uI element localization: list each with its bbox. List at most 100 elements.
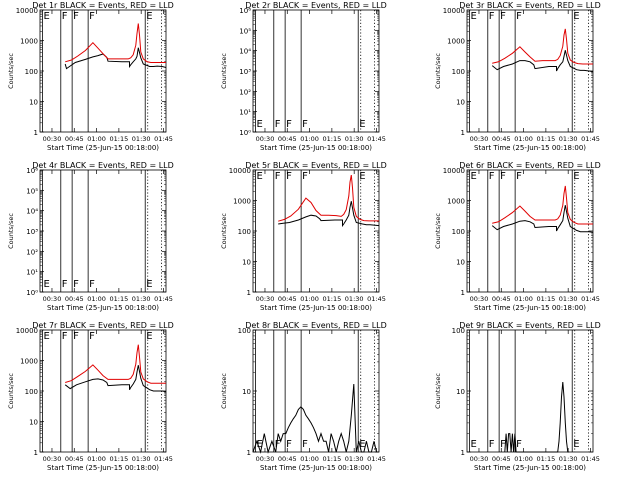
x-tick-label: 00:45 [278,455,297,463]
y-tick-label: 100 [238,228,251,236]
x-tick-label: 01:30 [345,295,364,303]
x-tick-label: 01:30 [132,295,151,303]
series-line-lld [278,175,379,222]
x-tick-label: 01:00 [514,135,533,143]
x-tick-label: 00:30 [256,135,275,143]
chart-title: Det 8r BLACK = Events, RED = LLD [245,321,387,330]
flag-label: E [471,439,477,450]
series-line-events [64,365,167,393]
flag-label: E [471,11,477,22]
x-tick-label: 01:15 [323,135,342,143]
y-tick-label: 10⁴ [26,208,38,216]
y-tick-label: 1 [34,449,38,457]
series-line-events [252,383,379,454]
x-tick-label: 01:45 [581,295,600,303]
y-tick-label: 100 [25,388,38,396]
x-tick-label: 01:30 [132,135,151,143]
y-tick-label: 1 [461,449,465,457]
flag-label: E [573,11,579,22]
x-tick-label: 01:30 [132,455,151,463]
x-axis-label: Start Time (25-Jun-15 00:18:00) [260,144,372,152]
chart-panel-1: Det 1r BLACK = Events, RED = LLD 1 10 100 10… [7,1,174,152]
x-tick-label: 00:45 [492,455,511,463]
flag-label: E [146,11,152,22]
y-tick-label: 10² [239,88,251,96]
y-tick-label: 1000 [447,198,465,206]
x-tick-label: 01:00 [87,455,106,463]
y-axis-label: Counts/sec [220,213,228,249]
flag-label: F [286,171,292,182]
y-tick-label: 10⁰ [26,289,38,297]
flag-label: E [359,119,365,130]
x-axis-label: Start Time (25-Jun-15 00:18:00) [474,464,586,472]
y-tick-label: 1 [247,289,251,297]
plot-frame [252,169,380,293]
flag-label: F [500,171,506,182]
flag-label: F [73,11,79,22]
y-tick-label: 1 [461,129,465,137]
chart-title: Det 9r BLACK = Events, RED = LLD [459,321,601,330]
y-axis-label: Counts/sec [434,213,442,249]
x-tick-label: 01:30 [345,135,364,143]
x-tick-label: 00:45 [278,295,297,303]
chart-panel-2: Det 2r BLACK = Events, RED = LLD 10⁰ 10¹ 10… [220,1,387,152]
x-axis-label: Start Time (25-Jun-15 00:18:00) [47,304,159,312]
series-line-events [278,201,380,228]
x-tick-label: 01:00 [300,455,319,463]
chart-panel-6: Det 6r BLACK = Events, RED = LLD 1 10 100 10… [434,161,601,312]
chart-panel-5: Det 5r BLACK = Events, RED = LLD 1 10 100 10… [220,161,387,312]
chart-title: Det 5r BLACK = Events, RED = LLD [245,161,387,170]
y-tick-label: 10000 [229,167,251,175]
flag-label: E [146,279,152,290]
flag-label: E [359,171,365,182]
x-tick-label: 01:15 [110,135,129,143]
x-tick-label: 00:30 [256,295,275,303]
series-line-lld [65,344,166,384]
x-tick-label: 01:15 [537,295,556,303]
y-tick-label: 10⁵ [239,27,251,35]
flag-label: F [516,171,522,182]
y-tick-label: 100 [452,327,465,335]
y-tick-label: 1000 [20,358,38,366]
x-axis-label: Start Time (25-Jun-15 00:18:00) [47,464,159,472]
y-tick-label: 10 [456,99,465,107]
x-tick-label: 01:45 [581,135,600,143]
x-tick-label: 01:00 [514,295,533,303]
y-tick-label: 1 [461,289,465,297]
flag-label: F [89,11,95,22]
chart-panel-8: Det 8r BLACK = Events, RED = LLD 1 10 100 Co… [220,321,387,472]
plot-frame [466,329,594,453]
y-tick-label: 10000 [443,167,465,175]
series-line-lld [65,23,166,63]
y-tick-label: 10⁶ [26,167,38,175]
flag-label: F [89,331,95,342]
y-tick-label: 10 [29,419,38,427]
x-axis-label: Start Time (25-Jun-15 00:18:00) [474,304,586,312]
flag-label: F [302,171,308,182]
y-axis-label: Counts/sec [7,53,15,89]
flag-label: F [489,439,495,450]
x-tick-label: 01:15 [110,295,129,303]
x-tick-label: 01:45 [367,295,386,303]
x-tick-label: 00:45 [492,135,511,143]
flag-label: E [573,439,579,450]
flag-label: E [573,171,579,182]
chart-panel-9: Det 9r BLACK = Events, RED = LLD 1 10 100 Co… [434,321,601,472]
flag-label: F [489,171,495,182]
flag-label: F [516,11,522,22]
x-tick-label: 01:30 [559,455,578,463]
x-tick-label: 00:45 [492,295,511,303]
chart-panel-7: Det 7r BLACK = Events, RED = LLD 1 10 100 10… [7,321,174,472]
x-tick-label: 01:00 [300,295,319,303]
x-tick-label: 01:00 [300,135,319,143]
x-tick-label: 01:00 [514,455,533,463]
flag-label: F [275,119,281,130]
plot-frame [466,9,594,133]
y-tick-label: 10000 [16,7,38,15]
x-tick-label: 00:45 [65,295,84,303]
series-line-lld [492,28,593,65]
flag-label: E [44,279,50,290]
x-tick-label: 01:30 [345,455,364,463]
flag-label: F [500,11,506,22]
series-line-lld [492,185,593,225]
